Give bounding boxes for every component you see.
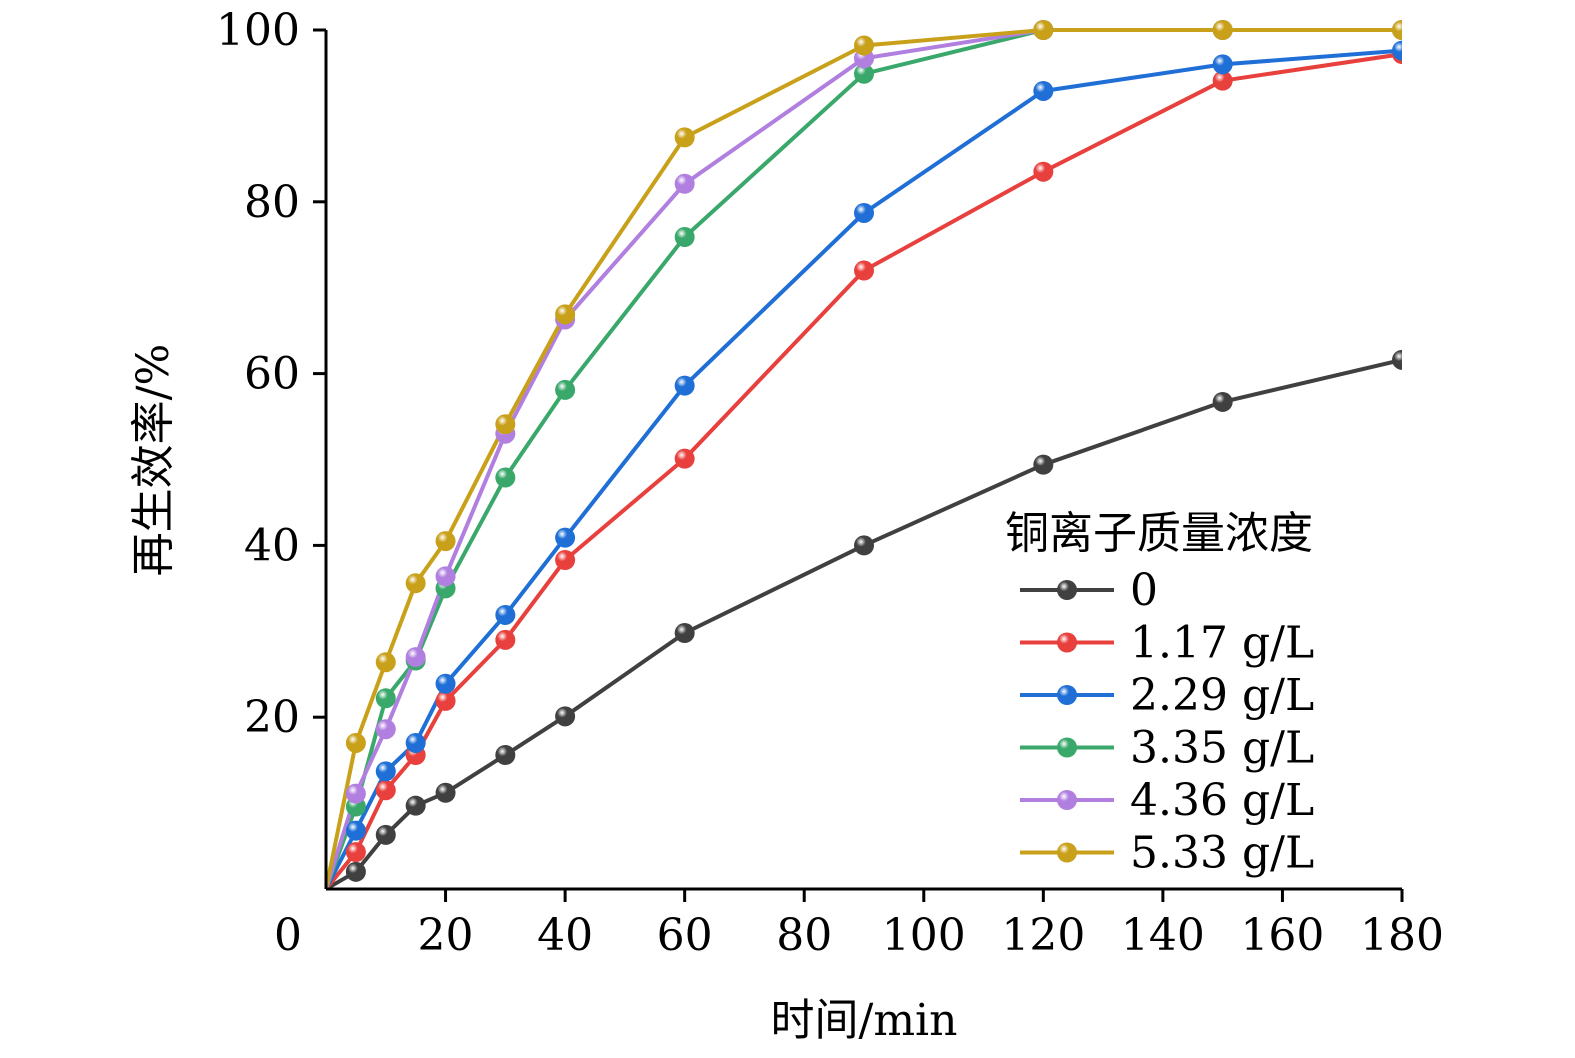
legend-swatch-marker: [1057, 632, 1077, 653]
data-point: [1212, 391, 1233, 412]
x-tick-label: 0: [274, 910, 302, 961]
axes: 0 20 40 60 80 100 120 140 160 180 20 40 60 80 100: [216, 5, 1444, 961]
legend-label: 4.36 g/L: [1130, 775, 1314, 826]
data-point: [1392, 349, 1402, 370]
data-point: [495, 414, 516, 435]
data-point: [674, 173, 695, 194]
y-tick-label: 60: [244, 349, 300, 400]
data-point: [1033, 80, 1054, 101]
data-point: [555, 706, 576, 727]
data-point: [1212, 20, 1233, 40]
data-point: [375, 719, 396, 740]
data-point: [345, 732, 366, 753]
data-point: [1033, 20, 1054, 40]
data-point: [405, 732, 426, 753]
data-point: [495, 467, 516, 488]
data-point: [854, 535, 874, 556]
y-tick-label: 100: [216, 5, 300, 56]
data-point: [375, 688, 396, 709]
data-point: [435, 566, 456, 587]
data-point: [345, 842, 366, 863]
plot-area: [326, 20, 1402, 889]
data-point: [375, 824, 396, 845]
data-point: [1212, 70, 1233, 91]
data-point: [405, 647, 426, 668]
data-point: [1033, 454, 1054, 475]
legend-swatch-marker: [1057, 685, 1077, 705]
data-point: [345, 861, 366, 882]
data-point: [435, 690, 456, 711]
data-point: [1392, 20, 1402, 40]
y-tick-label: 20: [244, 692, 300, 743]
y-tick-label: 40: [244, 520, 300, 571]
data-point: [495, 744, 516, 765]
legend-swatch-marker: [1057, 842, 1077, 863]
x-tick-label: 20: [418, 910, 474, 961]
legend-label: 0: [1130, 565, 1158, 616]
data-point: [854, 260, 874, 281]
data-point: [1212, 54, 1233, 75]
data-point: [405, 795, 426, 816]
legend-swatch-marker: [1057, 737, 1077, 758]
data-point: [555, 304, 576, 325]
series-line: [326, 48, 1402, 889]
data-point: [674, 448, 695, 469]
x-tick-label: 140: [1121, 910, 1205, 961]
y-axis-title: 再生效率/%: [128, 344, 179, 577]
data-point: [495, 604, 516, 625]
data-point: [375, 780, 396, 801]
legend-label: 1.17 g/L: [1130, 618, 1314, 669]
data-point: [674, 375, 695, 396]
x-tick-label: 80: [776, 910, 832, 961]
data-point: [435, 782, 456, 803]
legend-swatch-marker: [1057, 580, 1077, 600]
data-point: [1033, 161, 1054, 182]
x-tick-label: 60: [657, 910, 713, 961]
legend-label: 2.29 g/L: [1130, 670, 1314, 721]
data-point: [854, 35, 874, 56]
data-point: [555, 550, 576, 571]
data-point: [555, 527, 576, 548]
data-point: [674, 127, 695, 148]
x-tick-label: 180: [1360, 910, 1444, 961]
x-axis-title: 时间/min: [771, 995, 958, 1046]
data-point: [555, 379, 576, 400]
data-point: [435, 531, 456, 552]
y-tick-label: 80: [244, 177, 300, 228]
legend-label: 5.33 g/L: [1130, 828, 1314, 879]
series-line: [326, 52, 1402, 889]
data-point: [1392, 40, 1402, 61]
x-tick-label: 120: [1001, 910, 1085, 961]
x-tick-label: 100: [882, 910, 966, 961]
data-point: [674, 623, 695, 644]
legend: 铜离子质量浓度 01.17 g/L2.29 g/L3.35 g/L4.36 g/…: [1005, 508, 1314, 879]
legend-label: 3.35 g/L: [1130, 723, 1314, 774]
data-point: [435, 673, 456, 694]
data-point: [405, 573, 426, 594]
data-point: [854, 202, 874, 223]
legend-title: 铜离子质量浓度: [1005, 508, 1313, 559]
legend-swatch-marker: [1057, 790, 1077, 810]
x-tick-label: 40: [537, 910, 593, 961]
data-point: [854, 63, 874, 84]
series-line: [326, 28, 1402, 889]
data-point: [345, 783, 366, 804]
data-point: [345, 820, 366, 841]
data-point: [375, 652, 396, 673]
data-point: [674, 227, 695, 248]
data-point: [375, 761, 396, 782]
data-point: [495, 629, 516, 650]
x-tick-label: 160: [1240, 910, 1324, 961]
